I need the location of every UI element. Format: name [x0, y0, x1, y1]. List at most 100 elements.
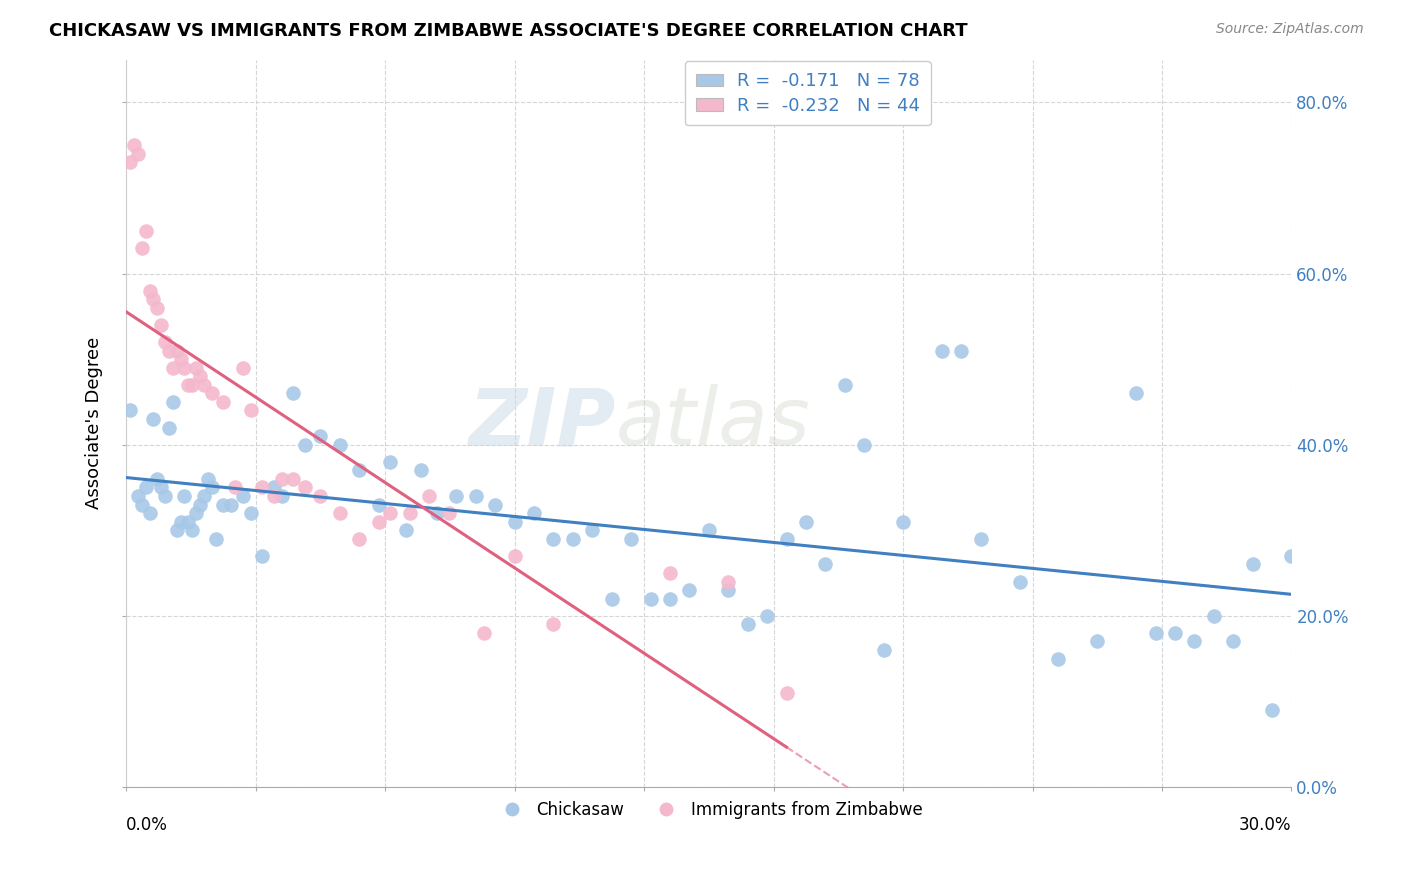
- Point: [395, 523, 418, 537]
- Text: CHICKASAW VS IMMIGRANTS FROM ZIMBABWE ASSOCIATE'S DEGREE CORRELATION CHART: CHICKASAW VS IMMIGRANTS FROM ZIMBABWE AS…: [49, 22, 967, 40]
- Point: [1008, 574, 1031, 589]
- Point: [970, 532, 993, 546]
- Point: [142, 412, 165, 426]
- Point: [1281, 549, 1303, 563]
- Point: [737, 617, 759, 632]
- Point: [283, 386, 305, 401]
- Point: [127, 146, 149, 161]
- Point: [150, 318, 173, 332]
- Point: [120, 155, 142, 169]
- Point: [193, 489, 215, 503]
- Point: [173, 489, 195, 503]
- Point: [239, 403, 262, 417]
- Point: [367, 515, 389, 529]
- Point: [135, 480, 157, 494]
- Point: [162, 360, 184, 375]
- Point: [1125, 386, 1147, 401]
- Point: [794, 515, 817, 529]
- Point: [169, 352, 191, 367]
- Point: [872, 643, 894, 657]
- Point: [1144, 626, 1167, 640]
- Point: [380, 506, 402, 520]
- Point: [367, 498, 389, 512]
- Point: [146, 301, 169, 315]
- Point: [224, 480, 246, 494]
- Text: Source: ZipAtlas.com: Source: ZipAtlas.com: [1216, 22, 1364, 37]
- Point: [204, 532, 226, 546]
- Point: [184, 360, 207, 375]
- Point: [756, 608, 779, 623]
- Point: [184, 506, 207, 520]
- Point: [177, 515, 200, 529]
- Point: [142, 292, 165, 306]
- Point: [169, 515, 191, 529]
- Point: [891, 515, 914, 529]
- Legend: Chickasaw, Immigrants from Zimbabwe: Chickasaw, Immigrants from Zimbabwe: [488, 795, 929, 826]
- Point: [1241, 558, 1264, 572]
- Text: 0.0%: 0.0%: [127, 816, 169, 834]
- Point: [853, 437, 876, 451]
- Point: [464, 489, 486, 503]
- Point: [523, 506, 546, 520]
- Point: [1085, 634, 1108, 648]
- Point: [309, 429, 332, 443]
- Point: [775, 532, 797, 546]
- Point: [219, 498, 242, 512]
- Point: [484, 498, 506, 512]
- Point: [138, 506, 160, 520]
- Point: [543, 617, 565, 632]
- Point: [717, 583, 740, 598]
- Point: [775, 686, 797, 700]
- Point: [135, 224, 157, 238]
- Point: [349, 532, 371, 546]
- Point: [212, 498, 235, 512]
- Point: [1047, 651, 1070, 665]
- Point: [1261, 703, 1284, 717]
- Point: [561, 532, 583, 546]
- Point: [503, 515, 526, 529]
- Point: [153, 489, 176, 503]
- Point: [814, 558, 837, 572]
- Point: [131, 241, 153, 255]
- Point: [146, 472, 169, 486]
- Point: [931, 343, 953, 358]
- Point: [503, 549, 526, 563]
- Point: [232, 360, 254, 375]
- Point: [157, 343, 180, 358]
- Point: [270, 489, 292, 503]
- Point: [283, 472, 305, 486]
- Point: [162, 395, 184, 409]
- Point: [349, 463, 371, 477]
- Point: [294, 480, 316, 494]
- Point: [834, 377, 856, 392]
- Point: [250, 480, 273, 494]
- Text: atlas: atlas: [616, 384, 810, 462]
- Point: [294, 437, 316, 451]
- Point: [543, 532, 565, 546]
- Point: [640, 591, 662, 606]
- Point: [188, 498, 211, 512]
- Text: ZIP: ZIP: [468, 384, 616, 462]
- Point: [157, 420, 180, 434]
- Point: [659, 591, 682, 606]
- Point: [950, 343, 973, 358]
- Point: [250, 549, 273, 563]
- Point: [270, 472, 292, 486]
- Text: 30.0%: 30.0%: [1239, 816, 1292, 834]
- Point: [177, 377, 200, 392]
- Point: [659, 566, 682, 580]
- Point: [717, 574, 740, 589]
- Point: [620, 532, 643, 546]
- Point: [411, 463, 433, 477]
- Point: [380, 455, 402, 469]
- Point: [1202, 608, 1225, 623]
- Point: [329, 437, 352, 451]
- Point: [153, 334, 176, 349]
- Point: [678, 583, 700, 598]
- Point: [600, 591, 623, 606]
- Point: [398, 506, 420, 520]
- Point: [127, 489, 149, 503]
- Point: [1182, 634, 1205, 648]
- Point: [173, 360, 195, 375]
- Point: [446, 489, 468, 503]
